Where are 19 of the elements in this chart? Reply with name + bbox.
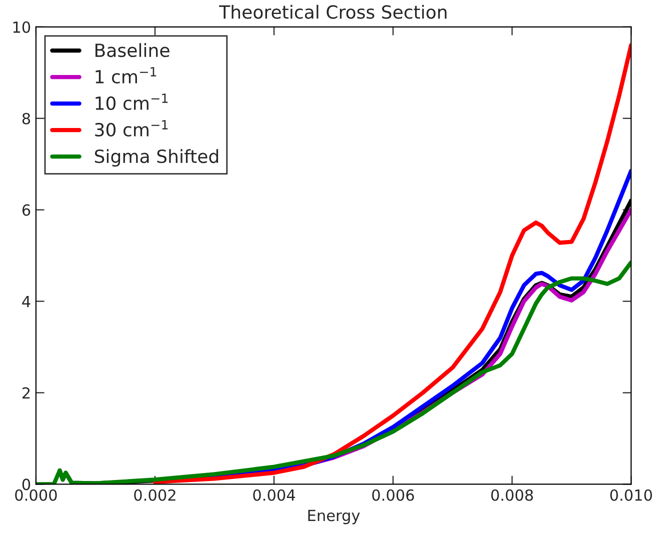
legend-label: Baseline — [96, 43, 170, 58]
legend-label: Sigma Shifted — [94, 149, 218, 167]
x-tick-label: 0.000 — [15, 489, 57, 501]
y-tick-label: 4 — [22, 296, 30, 308]
y-tick-label: 8 — [22, 112, 30, 124]
y-tick-label: 0 — [22, 478, 30, 490]
legend-label: 1 cm$^{−1}$ — [96, 67, 156, 84]
y-tick-label: 6 — [22, 204, 30, 216]
legend-label: 30 cm$^{−1}$ — [95, 120, 168, 137]
x-tick-label: 0.006 — [372, 489, 414, 501]
y-tick-label: 2 — [22, 387, 30, 399]
x-tick-label: 0.010 — [610, 489, 652, 501]
x-axis-title: Energy — [308, 510, 360, 524]
x-tick-label: 0.002 — [134, 489, 176, 501]
x-tick-label: 0.008 — [491, 489, 533, 501]
chart-title: Theoretical Cross Section — [219, 4, 446, 19]
x-tick-label: 0.004 — [253, 489, 296, 501]
y-tick-label: 10 — [13, 21, 30, 33]
legend-label: 10 cm$^{−1}$ — [96, 94, 168, 110]
